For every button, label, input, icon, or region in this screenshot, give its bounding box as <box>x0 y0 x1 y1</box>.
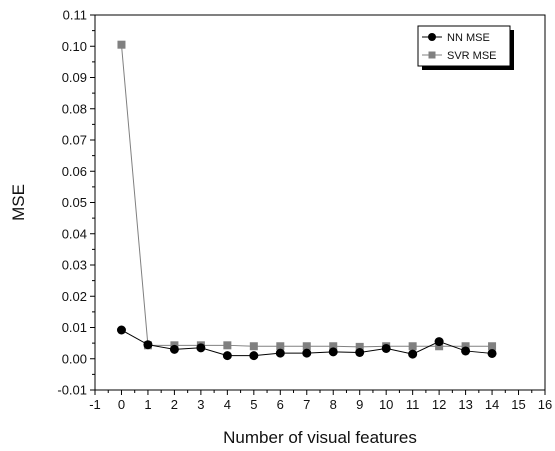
data-point-nn-mse <box>355 348 365 357</box>
y-tick-label: 0.06 <box>62 164 87 179</box>
x-axis-title: Number of visual features <box>223 428 417 447</box>
x-tick-label: 6 <box>277 397 284 412</box>
data-point-nn-mse <box>487 348 497 358</box>
plot-frame <box>94 14 546 391</box>
legend-marker-svr-mse <box>428 51 436 59</box>
x-tick-label: 8 <box>330 397 337 412</box>
y-tick-label: 0.00 <box>62 351 87 366</box>
x-tick-label: 10 <box>379 397 393 412</box>
y-tick-label: 0.11 <box>63 8 87 23</box>
data-point-nn-mse <box>461 346 471 356</box>
series-svr-mse <box>117 40 497 351</box>
data-point-nn-mse <box>196 343 206 353</box>
data-point-svr-mse <box>435 342 444 351</box>
y-tick-label: 0.08 <box>62 101 87 116</box>
y-tick-label: 0.05 <box>62 195 87 210</box>
legend-label-svr-mse: SVR MSE <box>447 50 497 62</box>
x-tick-label: 5 <box>250 397 257 412</box>
data-point-svr-mse <box>488 342 497 351</box>
x-tick-label: 0 <box>118 397 125 412</box>
data-point-svr-mse <box>302 342 311 351</box>
data-point-nn-mse <box>169 344 179 354</box>
y-tick-label: 0.02 <box>62 289 87 304</box>
data-point-nn-mse <box>143 340 153 350</box>
y-tick-label: -0.01 <box>57 383 87 398</box>
data-point-svr-mse <box>461 342 470 351</box>
x-tick-label: 12 <box>432 397 446 412</box>
legend-label-nn-mse: NN MSE <box>447 32 490 44</box>
x-tick-label: 13 <box>458 397 472 412</box>
x-tick-label: 15 <box>511 397 525 412</box>
y-tick-label: 0.09 <box>62 70 87 85</box>
x-tick-label: 16 <box>538 397 552 412</box>
data-point-svr-mse <box>329 342 338 351</box>
data-point-nn-mse <box>328 347 338 357</box>
data-point-svr-mse <box>249 342 258 351</box>
data-point-nn-mse <box>249 351 259 361</box>
data-point-svr-mse <box>223 341 232 350</box>
x-tick-label: 7 <box>303 397 310 412</box>
series-line-svr-mse <box>120 44 493 348</box>
series-nn-mse <box>116 325 497 361</box>
y-tick-label: 0.10 <box>62 39 87 54</box>
data-point-nn-mse <box>222 351 232 361</box>
y-tick-label: 0.07 <box>62 133 87 148</box>
axes: -1 0 1 2 3 4 5 6 7 8 9 10 11 12 13 14 15 16-0.010.000.010… <box>57 8 552 413</box>
x-tick-label: 14 <box>485 397 499 412</box>
x-tick-label: -1 <box>89 397 101 412</box>
legend: NN MSE SVR MSE <box>417 25 514 70</box>
data-point-nn-mse <box>408 349 418 359</box>
data-point-svr-mse <box>408 342 417 351</box>
data-point-nn-mse <box>434 337 444 347</box>
data-point-nn-mse <box>381 343 391 353</box>
y-tick-label: 0.04 <box>62 226 87 241</box>
x-tick-label: 9 <box>356 397 363 412</box>
data-point-svr-mse <box>355 342 364 351</box>
x-tick-label: 2 <box>171 397 178 412</box>
x-tick-label: 4 <box>224 397 231 412</box>
y-axis-title: MSE <box>9 184 28 221</box>
data-point-nn-mse <box>275 348 285 358</box>
legend-box <box>417 25 511 67</box>
data-point-svr-mse <box>276 342 285 351</box>
x-tick-label: 1 <box>144 397 151 412</box>
data-point-nn-mse <box>116 325 126 335</box>
y-tick-label: 0.03 <box>62 258 87 273</box>
data-point-svr-mse <box>117 40 126 49</box>
x-tick-label: 11 <box>406 397 420 412</box>
data-point-nn-mse <box>302 348 312 358</box>
legend-marker-nn-mse <box>428 33 436 41</box>
y-tick-label: 0.01 <box>62 320 87 335</box>
series-layer <box>116 40 497 361</box>
x-tick-label: 3 <box>197 397 204 412</box>
